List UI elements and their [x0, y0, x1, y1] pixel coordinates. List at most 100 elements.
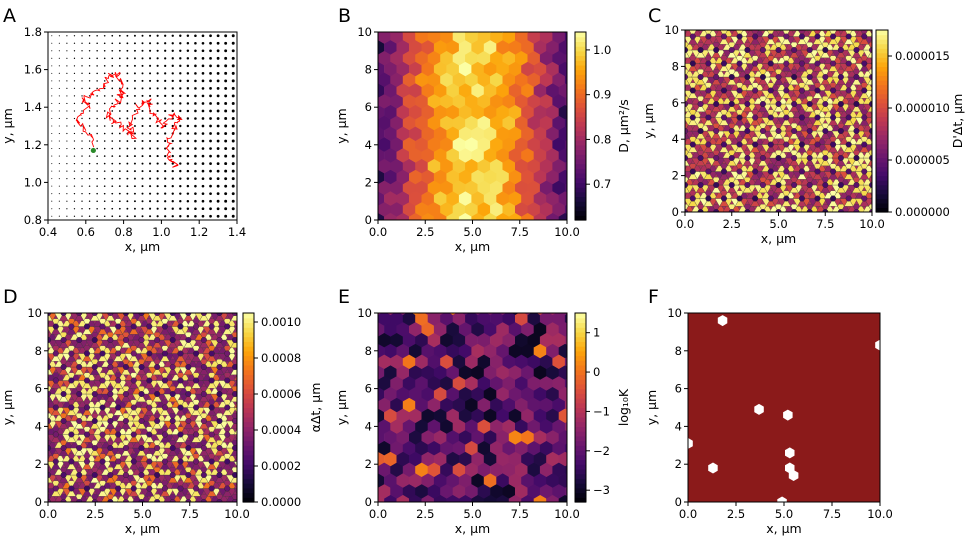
mesh-node — [775, 47, 782, 54]
grid-point — [66, 208, 68, 210]
hex-bin — [552, 332, 566, 348]
mesh-triangle — [805, 15, 814, 23]
hex-bin — [496, 191, 510, 206]
grid-point — [88, 200, 91, 202]
colorbar-label: αΔt, μm — [308, 383, 323, 433]
mesh-node — [697, 127, 704, 134]
mesh-node — [177, 458, 184, 465]
colorbar-segment — [575, 398, 586, 404]
grid-point — [58, 87, 60, 89]
hex-bin — [471, 147, 485, 163]
hex-bin — [415, 158, 429, 174]
colorbar-frame — [574, 31, 587, 221]
hex-bin — [471, 365, 485, 380]
grid-point — [126, 185, 129, 188]
grid-point — [224, 124, 228, 128]
grid-point — [58, 95, 60, 97]
grid-point — [51, 80, 53, 82]
grid-point — [194, 79, 197, 83]
colorbar-frame — [242, 312, 255, 503]
grid-point — [179, 79, 182, 83]
mesh-triangle — [233, 482, 237, 489]
grid-point — [224, 41, 228, 45]
hex-bin — [458, 365, 472, 380]
hex-bin — [409, 169, 422, 185]
mesh-triangle — [790, 15, 799, 23]
hex-bin — [490, 115, 503, 131]
hex-bin — [446, 126, 460, 141]
y-tick-label: 4 — [365, 138, 372, 152]
mesh-triangle — [203, 313, 214, 314]
hex-bin — [521, 104, 535, 120]
mesh-node — [154, 418, 161, 425]
grid-point — [133, 64, 136, 67]
grid-point — [186, 72, 190, 75]
hex-bin — [502, 397, 516, 413]
hex-bin — [427, 354, 441, 369]
hex-bin — [496, 126, 510, 141]
colorbar-segment — [575, 327, 586, 333]
y-tick-label: 4 — [365, 419, 372, 433]
mesh-triangle — [660, 131, 669, 139]
hex-bin — [483, 61, 497, 77]
grid-point — [96, 102, 98, 105]
mesh-node — [224, 404, 231, 411]
grid-point — [66, 215, 68, 217]
grid-point — [126, 200, 129, 203]
grid-point — [126, 110, 129, 112]
hex-bin — [558, 343, 567, 359]
hex-bin — [477, 137, 491, 152]
grid-point — [201, 207, 205, 211]
mesh-node — [232, 337, 237, 343]
mesh-node — [806, 73, 813, 80]
hex-bin — [421, 451, 435, 467]
grid-point — [179, 132, 182, 135]
mesh-node — [185, 418, 192, 425]
grid-point — [88, 162, 91, 165]
mesh-triangle — [203, 501, 214, 502]
hex-bin — [415, 462, 429, 477]
hex-bin — [527, 440, 541, 456]
colorbar-label: log₁₀K — [616, 388, 631, 426]
mesh-node — [791, 100, 798, 107]
colorbar-segment — [575, 177, 586, 183]
grid-point — [126, 95, 129, 97]
hex-bin — [390, 137, 404, 152]
grid-point — [179, 57, 182, 60]
hex-bin — [483, 429, 497, 445]
hex-bin — [415, 419, 429, 434]
hex-bin — [515, 137, 528, 152]
hex-bin — [390, 158, 404, 174]
mesh-node — [146, 350, 153, 357]
empty-bin — [875, 339, 880, 351]
hex-bin — [433, 408, 447, 423]
grid-point — [209, 72, 212, 75]
mesh-triangle — [246, 305, 255, 313]
grid-point — [216, 56, 220, 60]
colorbar-segment — [243, 435, 254, 442]
hex-bin — [564, 443, 567, 453]
hex-bin — [558, 212, 567, 220]
hex-bin — [471, 451, 485, 467]
colorbar-segment — [243, 369, 254, 376]
mesh-triangle — [868, 15, 877, 23]
grid-point — [88, 87, 91, 90]
grid-point — [73, 162, 76, 165]
grid-point — [224, 86, 228, 90]
mesh-triangle — [660, 77, 669, 85]
grid-point — [171, 192, 174, 195]
grid-point — [66, 200, 68, 202]
colorbar-segment — [876, 207, 888, 213]
colorbar-segment — [575, 215, 586, 221]
hex-bin — [527, 462, 541, 477]
hex-bin — [539, 397, 553, 413]
grid-point — [103, 72, 106, 75]
grid-point — [58, 65, 60, 67]
mesh-node — [107, 337, 114, 344]
hex-bin — [409, 61, 422, 77]
colorbar-segment — [575, 149, 586, 155]
grid-point — [118, 185, 121, 188]
hex-bin — [527, 201, 541, 217]
mesh-triangle — [665, 15, 674, 23]
grid-point — [81, 147, 83, 150]
